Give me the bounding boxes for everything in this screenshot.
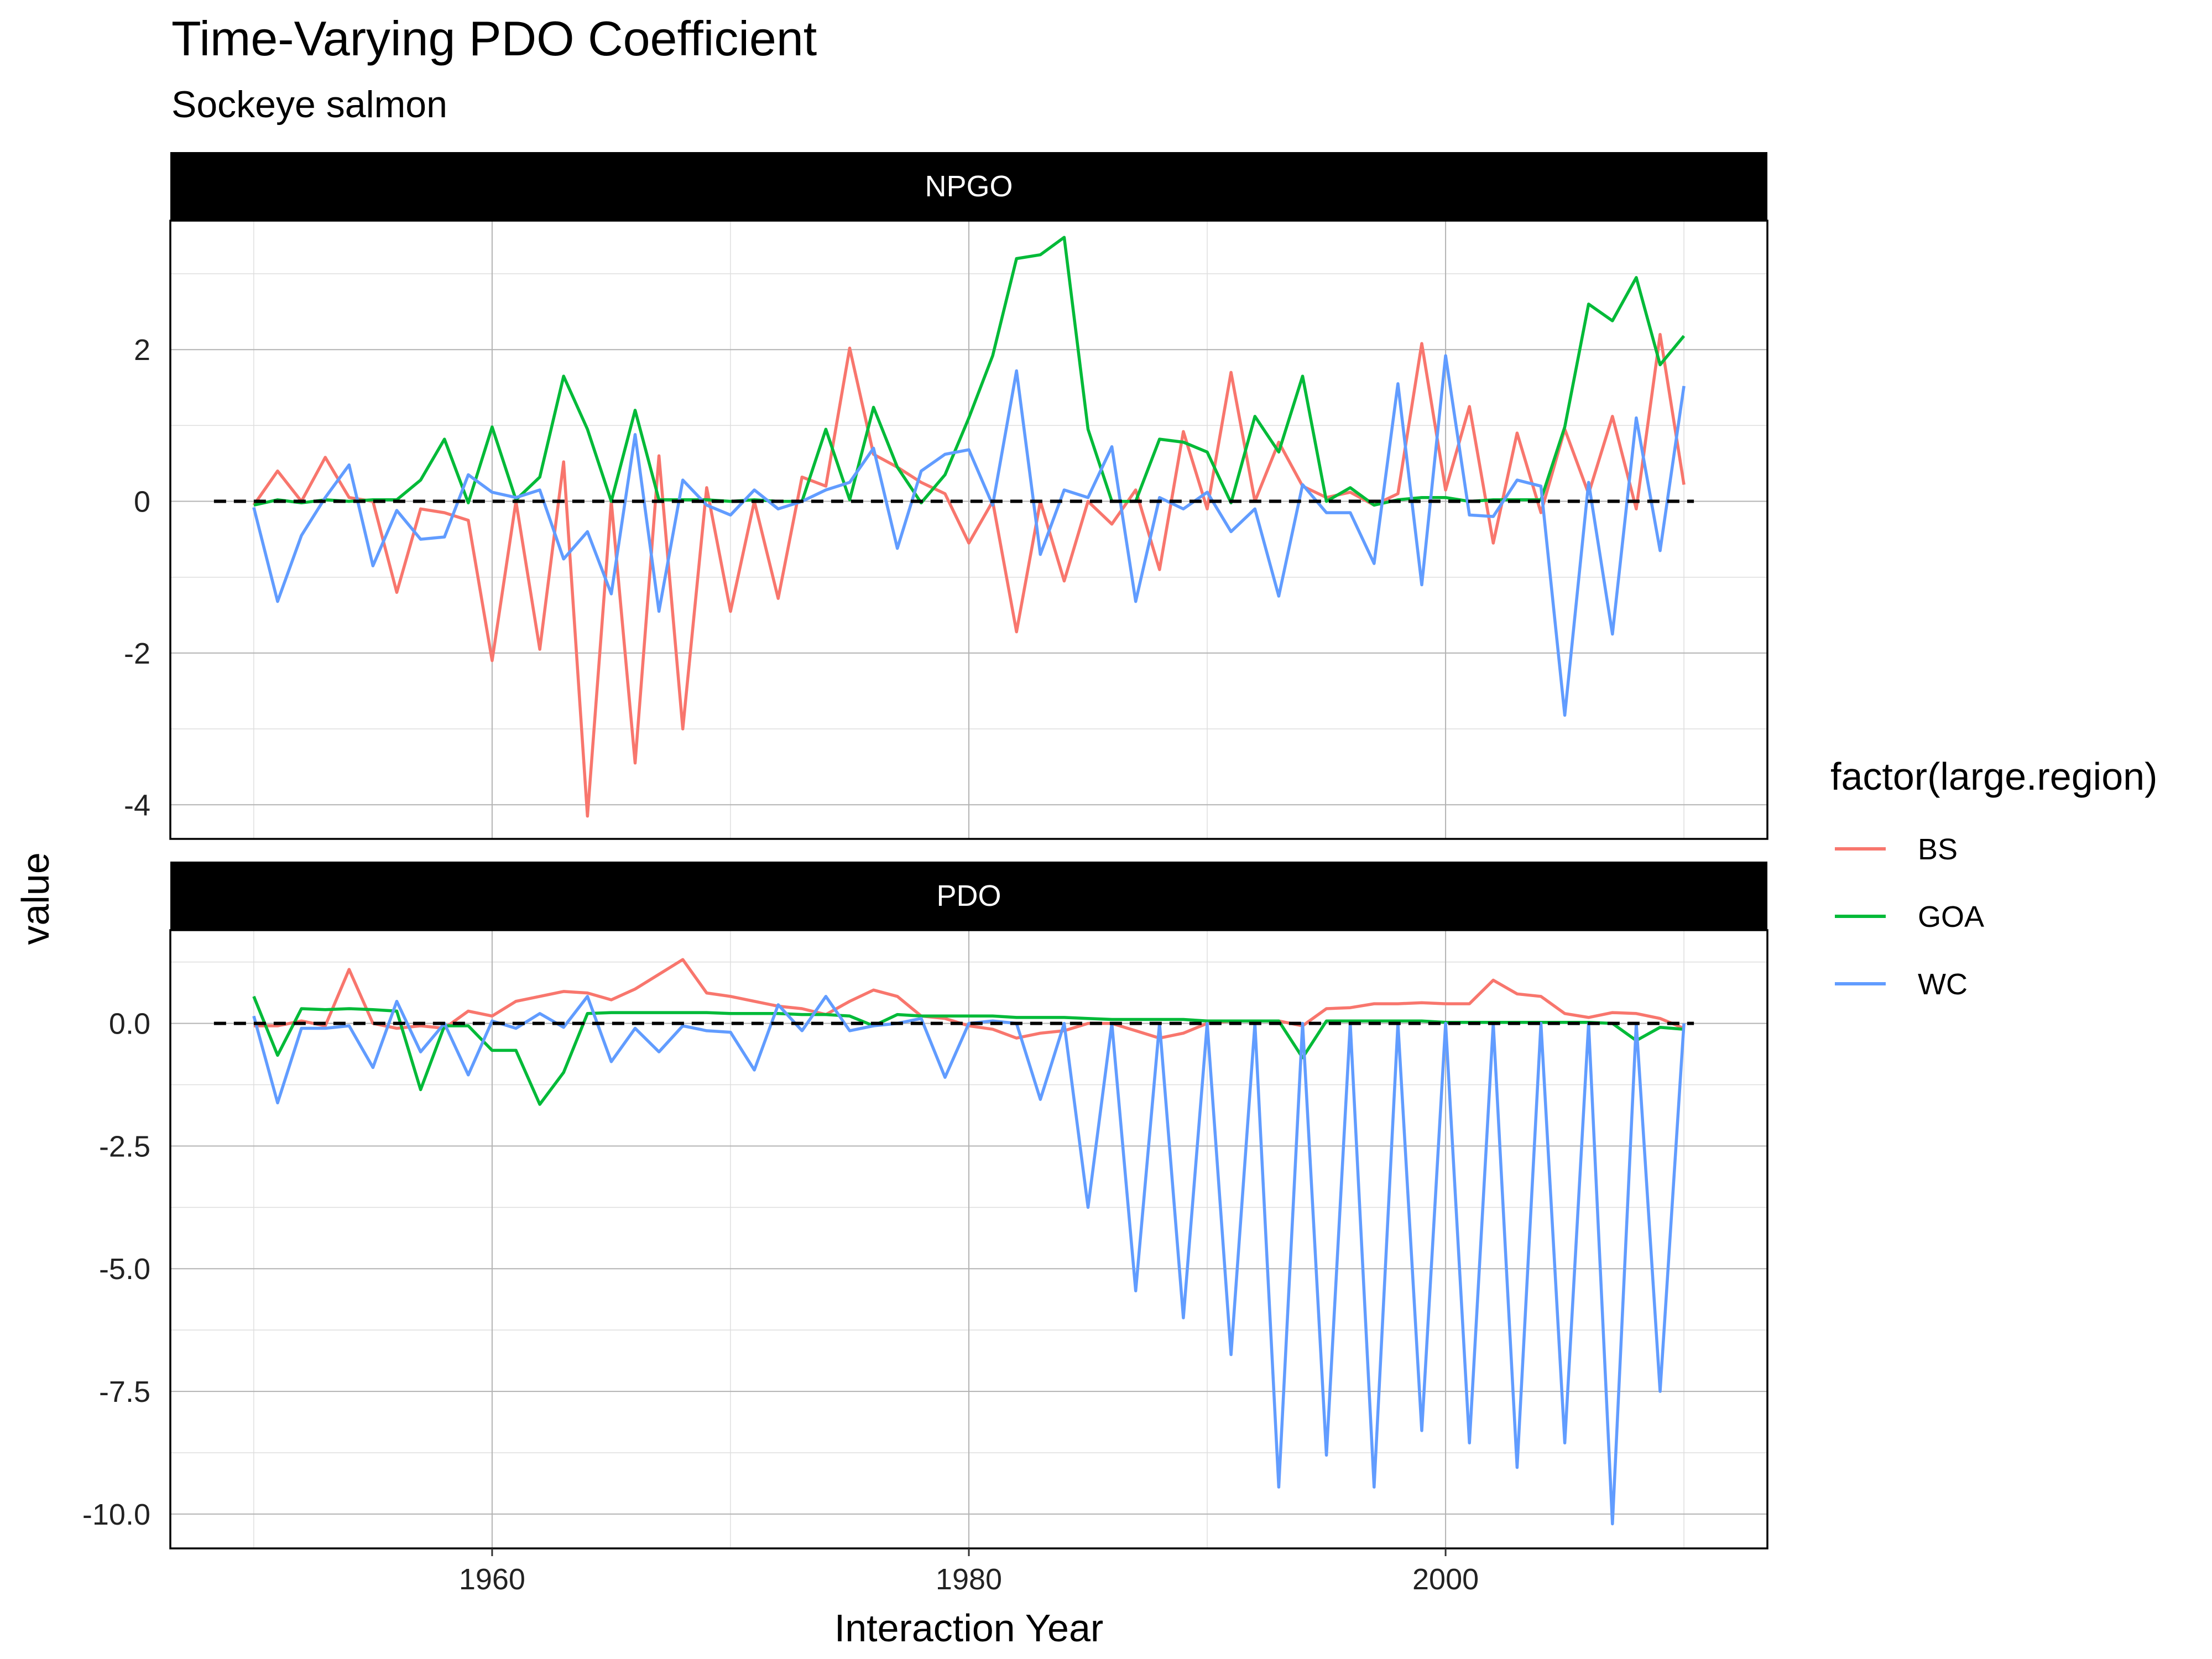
y-tick-label-pdo: -10.0 bbox=[82, 1498, 150, 1531]
x-axis-title: Interaction Year bbox=[834, 1606, 1103, 1650]
y-tick-label-npgo: 2 bbox=[134, 333, 150, 367]
series-line-goa-npgo bbox=[253, 236, 1686, 507]
chart-title: Time-Varying PDO Coefficient bbox=[171, 11, 817, 66]
series-line-bs-npgo bbox=[252, 333, 1686, 818]
y-tick-label-pdo: 0.0 bbox=[109, 1008, 150, 1041]
y-tick-label-pdo: -7.5 bbox=[99, 1375, 150, 1408]
strip-pdo bbox=[170, 862, 1767, 930]
y-tick-label-npgo: -4 bbox=[124, 789, 150, 822]
panel-border-npgo bbox=[169, 220, 1768, 840]
y-tick-label-npgo: 0 bbox=[134, 486, 150, 519]
x-tick-label: 1960 bbox=[459, 1563, 525, 1596]
legend-label-goa: GOA bbox=[1918, 900, 1984, 933]
y-tick-label-pdo: -2.5 bbox=[99, 1130, 150, 1163]
strip-npgo bbox=[170, 152, 1767, 221]
series-line-wc-npgo bbox=[252, 354, 1686, 717]
panel-pdo: PDO -10.0 -7.5 -5.0 -2.5 0.0 bbox=[82, 862, 1768, 1550]
plot-area-pdo: -10.0 -7.5 -5.0 -2.5 0.0 bbox=[82, 930, 1767, 1548]
y-axis-title: value bbox=[14, 852, 57, 945]
series-line-wc-pdo bbox=[252, 995, 1686, 1526]
legend: factor(large.region) BS GOA WC bbox=[1830, 755, 2157, 1001]
x-tick-label: 2000 bbox=[1412, 1563, 1479, 1596]
x-axis: 1960 1980 2000 bbox=[459, 1548, 1479, 1596]
strip-label-npgo: NPGO bbox=[925, 170, 1013, 203]
panel-npgo: NPGO -4 -2 0 2 bbox=[124, 152, 1768, 840]
strip-label-pdo: PDO bbox=[936, 879, 1001, 912]
plot-area-npgo: -4 -2 0 2 bbox=[124, 221, 1767, 839]
y-tick-label-npgo: -2 bbox=[124, 637, 150, 670]
y-tick-label-pdo: -5.0 bbox=[99, 1253, 150, 1286]
x-tick-label: 1980 bbox=[936, 1563, 1002, 1596]
chart-subtitle: Sockeye salmon bbox=[171, 84, 447, 126]
legend-title: factor(large.region) bbox=[1830, 755, 2157, 798]
legend-label-bs: BS bbox=[1918, 833, 1958, 866]
legend-label-wc: WC bbox=[1918, 968, 1968, 1001]
